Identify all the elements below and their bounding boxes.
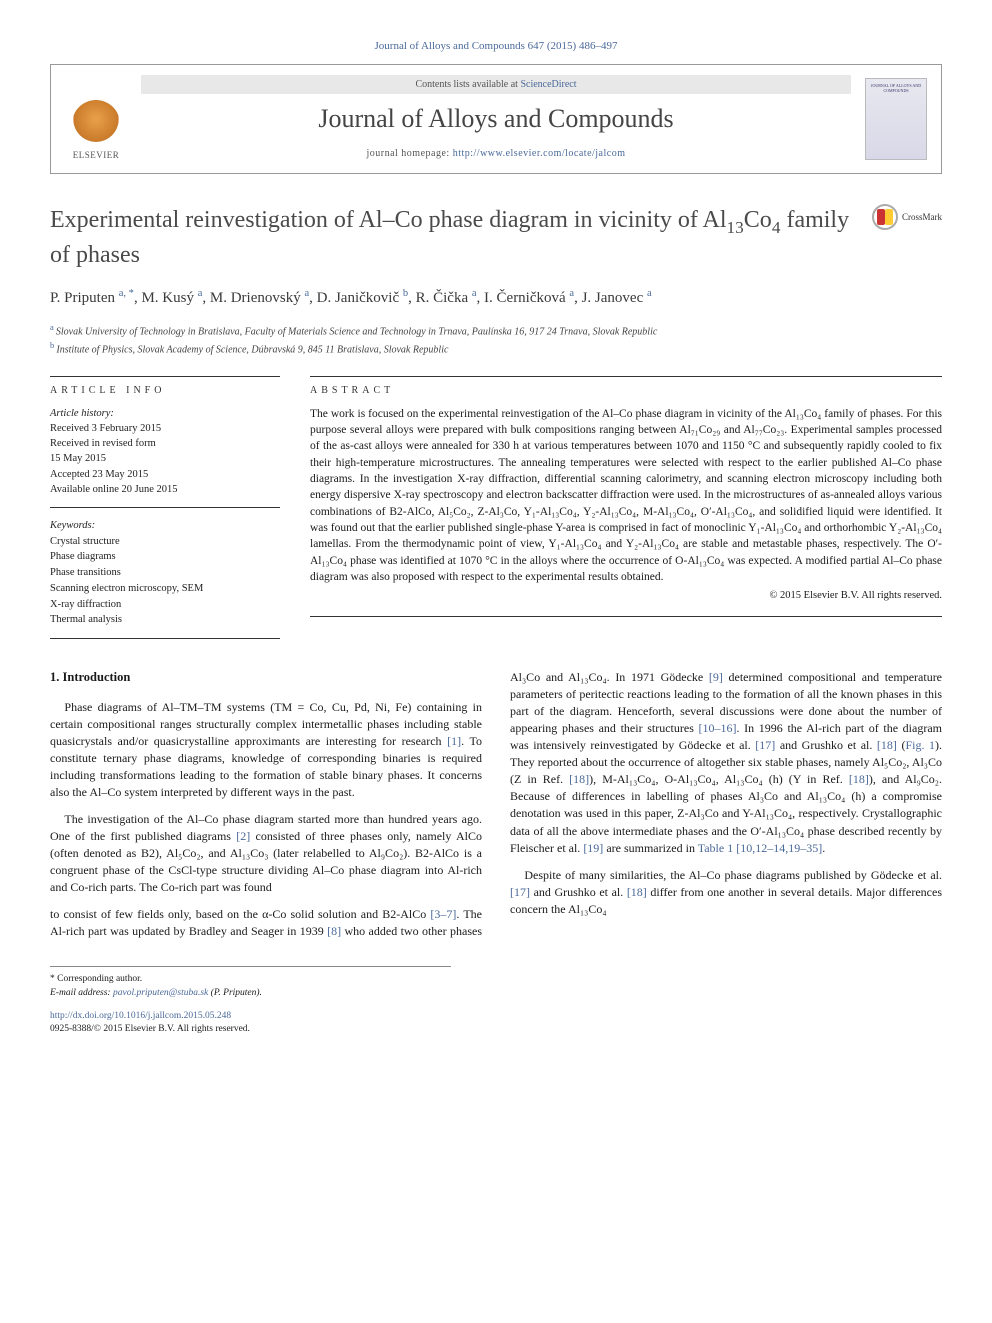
ref-link-8[interactable]: [8]	[327, 924, 341, 938]
history-line: 15 May 2015	[50, 453, 106, 464]
article-info-heading: ARTICLE INFO	[50, 376, 280, 396]
fig-link-1[interactable]: Fig. 1	[905, 738, 935, 752]
author: D. Janičkovič b	[317, 290, 408, 306]
table-link-1[interactable]: Table 1	[698, 841, 733, 855]
article-info-column: ARTICLE INFO Article history: Received 3…	[50, 376, 280, 640]
history-label: Article history:	[50, 408, 114, 419]
author: M. Drienovský a	[210, 290, 309, 306]
affiliation-line: b Institute of Physics, Slovak Academy o…	[50, 339, 942, 357]
ref-link-3-7[interactable]: [3–7]	[430, 907, 456, 921]
keyword: Phase transitions	[50, 567, 121, 578]
keywords-block: Keywords: Crystal structure Phase diagram…	[50, 518, 280, 639]
email-label: E-mail address:	[50, 988, 113, 998]
ref-link-18[interactable]: [18]	[877, 738, 897, 752]
title-part-2: Co	[744, 207, 772, 233]
author: J. Janovec a	[582, 290, 652, 306]
ref-link-17b[interactable]: [17]	[510, 885, 530, 899]
affiliations: a Slovak University of Technology in Bra…	[50, 321, 942, 358]
keyword: X-ray diffraction	[50, 599, 121, 610]
author-affiliation-sup: a	[569, 288, 574, 299]
contents-line: Contents lists available at ScienceDirec…	[141, 75, 851, 94]
history-line: Received 3 February 2015	[50, 423, 161, 434]
homepage-link[interactable]: http://www.elsevier.com/locate/jalcom	[453, 148, 626, 159]
authors-list: P. Priputen a, *, M. Kusý a, M. Drienovs…	[50, 286, 942, 310]
ref-link-1[interactable]: [1]	[447, 734, 461, 748]
title-sub-1: 13	[727, 218, 744, 237]
author-affiliation-sup: b	[403, 288, 408, 299]
issn-copyright: 0925-8388/© 2015 Elsevier B.V. All right…	[50, 1023, 942, 1036]
keyword: Scanning electron microscopy, SEM	[50, 583, 203, 594]
ref-link-17[interactable]: [17]	[755, 738, 775, 752]
abstract-copyright: © 2015 Elsevier B.V. All rights reserved…	[310, 589, 942, 604]
author-affiliation-sup: a, *	[119, 288, 134, 299]
ref-link-2[interactable]: [2]	[236, 829, 250, 843]
ref-link-9[interactable]: [9]	[709, 670, 723, 684]
author: P. Priputen a, *	[50, 290, 134, 306]
homepage-line: journal homepage: http://www.elsevier.co…	[141, 148, 851, 159]
body-text: 1. Introduction Phase diagrams of Al–TM–…	[50, 669, 942, 940]
journal-header: ELSEVIER Contents lists available at Sci…	[50, 64, 942, 174]
affiliation-label: a	[50, 322, 56, 332]
history-line: Available online 20 June 2015	[50, 484, 178, 495]
ref-link-10-16[interactable]: [10–16]	[699, 721, 737, 735]
abstract-text: The work is focused on the experimental …	[310, 406, 942, 618]
contents-prefix: Contents lists available at	[415, 79, 520, 90]
sciencedirect-link[interactable]: ScienceDirect	[520, 79, 576, 90]
ref-link-18c[interactable]: [18]	[849, 772, 869, 786]
author-affiliation-sup: a	[304, 288, 309, 299]
top-citation: Journal of Alloys and Compounds 647 (201…	[50, 40, 942, 52]
abstract-heading: ABSTRACT	[310, 376, 942, 396]
article-history: Article history: Received 3 February 201…	[50, 406, 280, 508]
article-title: Experimental reinvestigation of Al–Co ph…	[50, 204, 860, 272]
crossmark-icon	[872, 204, 898, 230]
journal-cover-thumb: JOURNAL OF ALLOYS AND COMPOUNDS	[865, 78, 927, 160]
body-para-2: The investigation of the Al–Co phase dia…	[50, 811, 482, 896]
cover-cell: JOURNAL OF ALLOYS AND COMPOUNDS	[851, 65, 941, 173]
elsevier-label: ELSEVIER	[73, 150, 120, 160]
ref-link-18b[interactable]: [18]	[569, 772, 589, 786]
doi-block: http://dx.doi.org/10.1016/j.jallcom.2015…	[50, 1010, 942, 1037]
keyword: Thermal analysis	[50, 614, 122, 625]
publisher-logo-cell: ELSEVIER	[51, 65, 141, 173]
ref-link-19[interactable]: [19]	[583, 841, 603, 855]
elsevier-logo: ELSEVIER	[61, 95, 131, 165]
keyword: Phase diagrams	[50, 551, 116, 562]
history-line: Received in revised form	[50, 438, 156, 449]
author-affiliation-sup: a	[647, 288, 652, 299]
crossmark-badge[interactable]: CrossMark	[872, 204, 942, 230]
email-line: E-mail address: pavol.priputen@stuba.sk …	[50, 987, 451, 1000]
author: R. Čička a	[416, 290, 477, 306]
crossmark-label: CrossMark	[902, 212, 942, 222]
homepage-prefix: journal homepage:	[366, 148, 452, 159]
author-affiliation-sup: a	[198, 288, 203, 299]
abstract-column: ABSTRACT The work is focused on the expe…	[310, 376, 942, 640]
section-heading-intro: 1. Introduction	[50, 669, 482, 687]
author: M. Kusý a	[141, 290, 202, 306]
keyword: Crystal structure	[50, 536, 120, 547]
ref-link-multi[interactable]: [10,12–14,19–35]	[736, 841, 822, 855]
affiliation-label: b	[50, 340, 56, 350]
body-para-1: Phase diagrams of Al–TM–TM systems (TM =…	[50, 699, 482, 801]
elsevier-tree-icon	[72, 100, 120, 148]
history-line: Accepted 23 May 2015	[50, 469, 148, 480]
ref-link-18d[interactable]: [18]	[627, 885, 647, 899]
corresponding-author-footer: * Corresponding author. E-mail address: …	[50, 966, 451, 1000]
keywords-label: Keywords:	[50, 518, 280, 534]
title-part-1: Experimental reinvestigation of Al–Co ph…	[50, 207, 727, 233]
email-name: (P. Priputen).	[208, 988, 262, 998]
doi-link[interactable]: http://dx.doi.org/10.1016/j.jallcom.2015…	[50, 1011, 231, 1021]
author: I. Černičková a	[484, 290, 574, 306]
corresponding-label: * Corresponding author.	[50, 973, 451, 986]
author-affiliation-sup: a	[472, 288, 477, 299]
journal-name: Journal of Alloys and Compounds	[141, 104, 851, 134]
email-link[interactable]: pavol.priputen@stuba.sk	[113, 988, 208, 998]
header-center: Contents lists available at ScienceDirec…	[141, 65, 851, 173]
affiliation-line: a Slovak University of Technology in Bra…	[50, 321, 942, 339]
body-para-4: Despite of many similarities, the Al–Co …	[510, 867, 942, 918]
